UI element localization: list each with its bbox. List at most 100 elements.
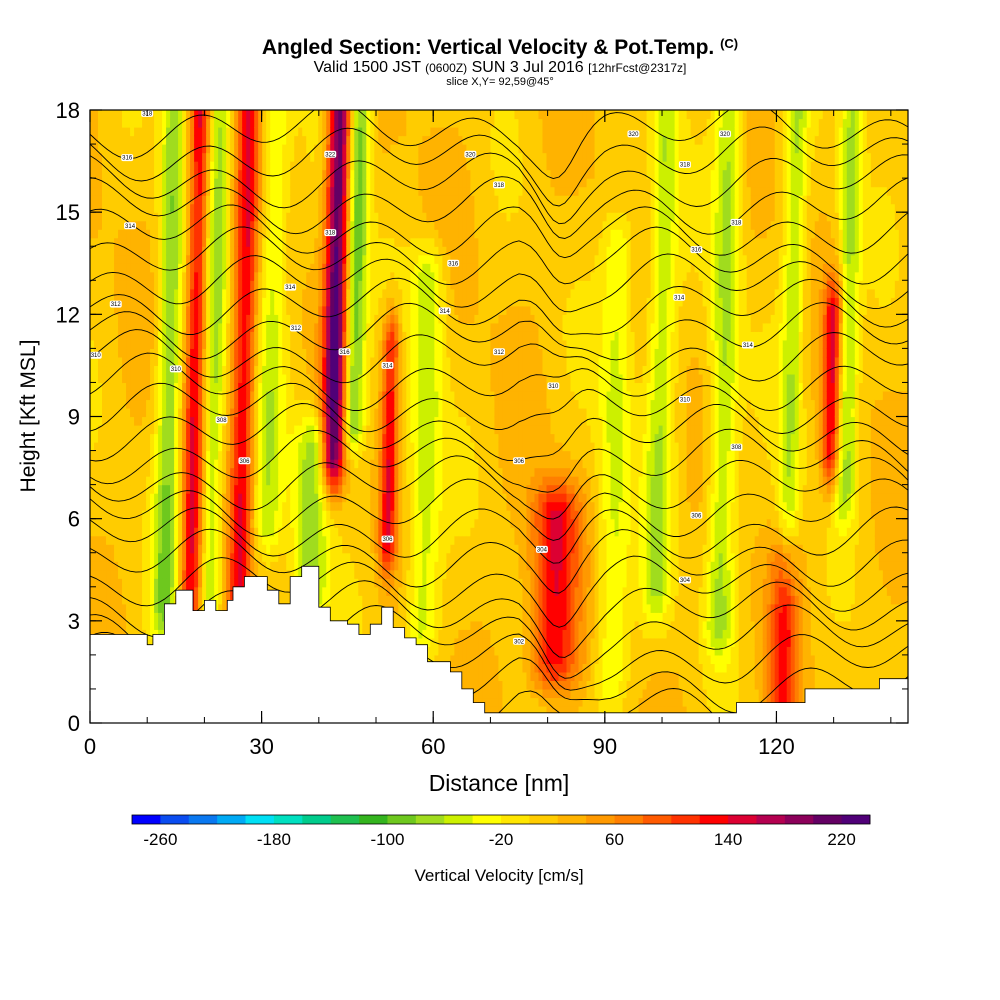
contour-label-box xyxy=(547,382,560,390)
x-tick-label: 120 xyxy=(758,734,795,759)
contour-label: 316 xyxy=(691,248,702,254)
colorbar-frame xyxy=(131,814,871,825)
x-axis: 0 30 60 90 120 xyxy=(84,110,892,759)
contour-label: 320 xyxy=(720,132,731,138)
contour-label: 320 xyxy=(628,132,639,138)
x-tick-label: 90 xyxy=(593,734,617,759)
colorbar-swatch xyxy=(671,815,701,824)
contour-label: 322 xyxy=(325,152,336,158)
colorbar-tick-label: -180 xyxy=(257,830,291,849)
contour-label-box xyxy=(447,259,460,267)
contour-label: 302 xyxy=(514,639,525,645)
contour-label: 314 xyxy=(743,343,754,349)
contour-label: 312 xyxy=(111,302,122,308)
contour-label-box xyxy=(338,348,351,356)
contour-label-box xyxy=(464,150,477,158)
theta-isoline xyxy=(90,277,908,335)
colorbar-swatch xyxy=(642,815,672,824)
colorbar-swatch xyxy=(841,815,871,824)
contour-label: 318 xyxy=(494,183,505,189)
contour-label: 314 xyxy=(382,363,393,369)
x-tick-label: 60 xyxy=(421,734,445,759)
theta-isoline xyxy=(90,455,908,520)
chart-subtitle: Valid 1500 JST (0600Z) SUN 3 Jul 2016 [1… xyxy=(0,59,1000,77)
contour-label-box xyxy=(678,160,691,168)
colorbar-swatch xyxy=(245,815,275,824)
colorbar-swatch xyxy=(784,815,814,824)
contour-label: 318 xyxy=(731,220,742,226)
contour-label: 306 xyxy=(691,513,702,519)
theta-isoline xyxy=(90,555,908,628)
contour-label: 310 xyxy=(680,397,691,403)
colorbar-swatch xyxy=(415,815,445,824)
x-tick-label: 0 xyxy=(84,734,96,759)
contour-label: 308 xyxy=(731,445,742,451)
subtitle-forecast: [12hrFcst@2317z] xyxy=(588,61,687,75)
contour-label: 312 xyxy=(291,326,302,332)
contour-label: 318 xyxy=(680,162,691,168)
contour-label-box xyxy=(238,457,251,465)
contour-label-box xyxy=(121,154,134,162)
contour-label: 314 xyxy=(674,295,685,301)
contour-label: 306 xyxy=(239,459,250,465)
theta-isoline xyxy=(90,403,908,462)
contour-label-box xyxy=(169,365,182,373)
theta-isoline xyxy=(90,478,908,541)
theta-isoline xyxy=(90,329,908,384)
y-tick-label: 6 xyxy=(68,507,80,532)
contour-label: 316 xyxy=(340,350,351,356)
contour-label-box xyxy=(109,300,122,308)
contour-label-box xyxy=(493,348,505,356)
contour-label-box xyxy=(678,395,691,403)
y-tick-label: 15 xyxy=(56,200,80,225)
contour-label-box xyxy=(324,229,337,237)
colorbar-swatch xyxy=(813,815,843,824)
contour-label: 310 xyxy=(91,353,102,359)
contour-label-box xyxy=(718,130,731,138)
colorbar-tick-label: 60 xyxy=(605,830,624,849)
theta-isoline xyxy=(90,204,908,259)
subtitle-utc: (0600Z) xyxy=(425,61,468,75)
contour-label-box xyxy=(730,443,743,451)
subtitle-date: SUN 3 Jul 2016 xyxy=(471,59,584,76)
contour-label: 312 xyxy=(494,350,505,356)
contour-label: 306 xyxy=(514,459,525,465)
contour-label: 314 xyxy=(125,224,136,230)
colorbar-swatch xyxy=(614,815,644,824)
colorbar-swatch xyxy=(728,815,757,824)
y-tick-label: 3 xyxy=(68,609,80,634)
colorbar-swatch xyxy=(330,815,360,824)
contour-label-box xyxy=(535,545,548,553)
theta-isoline xyxy=(90,506,908,564)
x-tick-label: 30 xyxy=(249,734,273,759)
theta-isoline xyxy=(90,352,908,412)
colorbar-tick-label: 140 xyxy=(714,830,742,849)
y-axis-label: Height [Kft MSL] xyxy=(17,340,40,493)
y-tick-label: 12 xyxy=(56,302,80,327)
contour-label-box xyxy=(730,218,743,226)
contour-label: 310 xyxy=(548,384,559,390)
colorbar-swatch xyxy=(472,815,502,824)
colorbar-swatch xyxy=(132,815,161,824)
theta-isoline xyxy=(90,382,908,434)
colorbar-label: Vertical Velocity [cm/s] xyxy=(414,866,583,885)
colorbar-swatch xyxy=(188,815,218,824)
contour-label-box xyxy=(513,637,526,645)
colorbar-swatch xyxy=(756,815,786,824)
contour-label: 310 xyxy=(171,367,182,373)
chart-title-text: Angled Section: Vertical Velocity & Pot.… xyxy=(261,36,715,59)
contour-label-box xyxy=(215,416,228,424)
contour-label: 316 xyxy=(122,156,133,162)
colorbar: -260 -180 -100 -20 60 140 220 xyxy=(131,814,871,849)
contour-label: 318 xyxy=(325,231,336,237)
contour-label-box xyxy=(289,324,302,332)
colorbar-swatch xyxy=(557,815,587,824)
y-tick-label: 9 xyxy=(68,405,80,430)
colorbar-swatch xyxy=(529,815,559,824)
chart-title: Angled Section: Vertical Velocity & Pot.… xyxy=(0,36,1000,60)
contour-label-box xyxy=(690,246,703,254)
contour-label-box xyxy=(493,181,505,189)
colorbar-swatch xyxy=(586,815,615,824)
contour-label-box xyxy=(678,576,691,584)
